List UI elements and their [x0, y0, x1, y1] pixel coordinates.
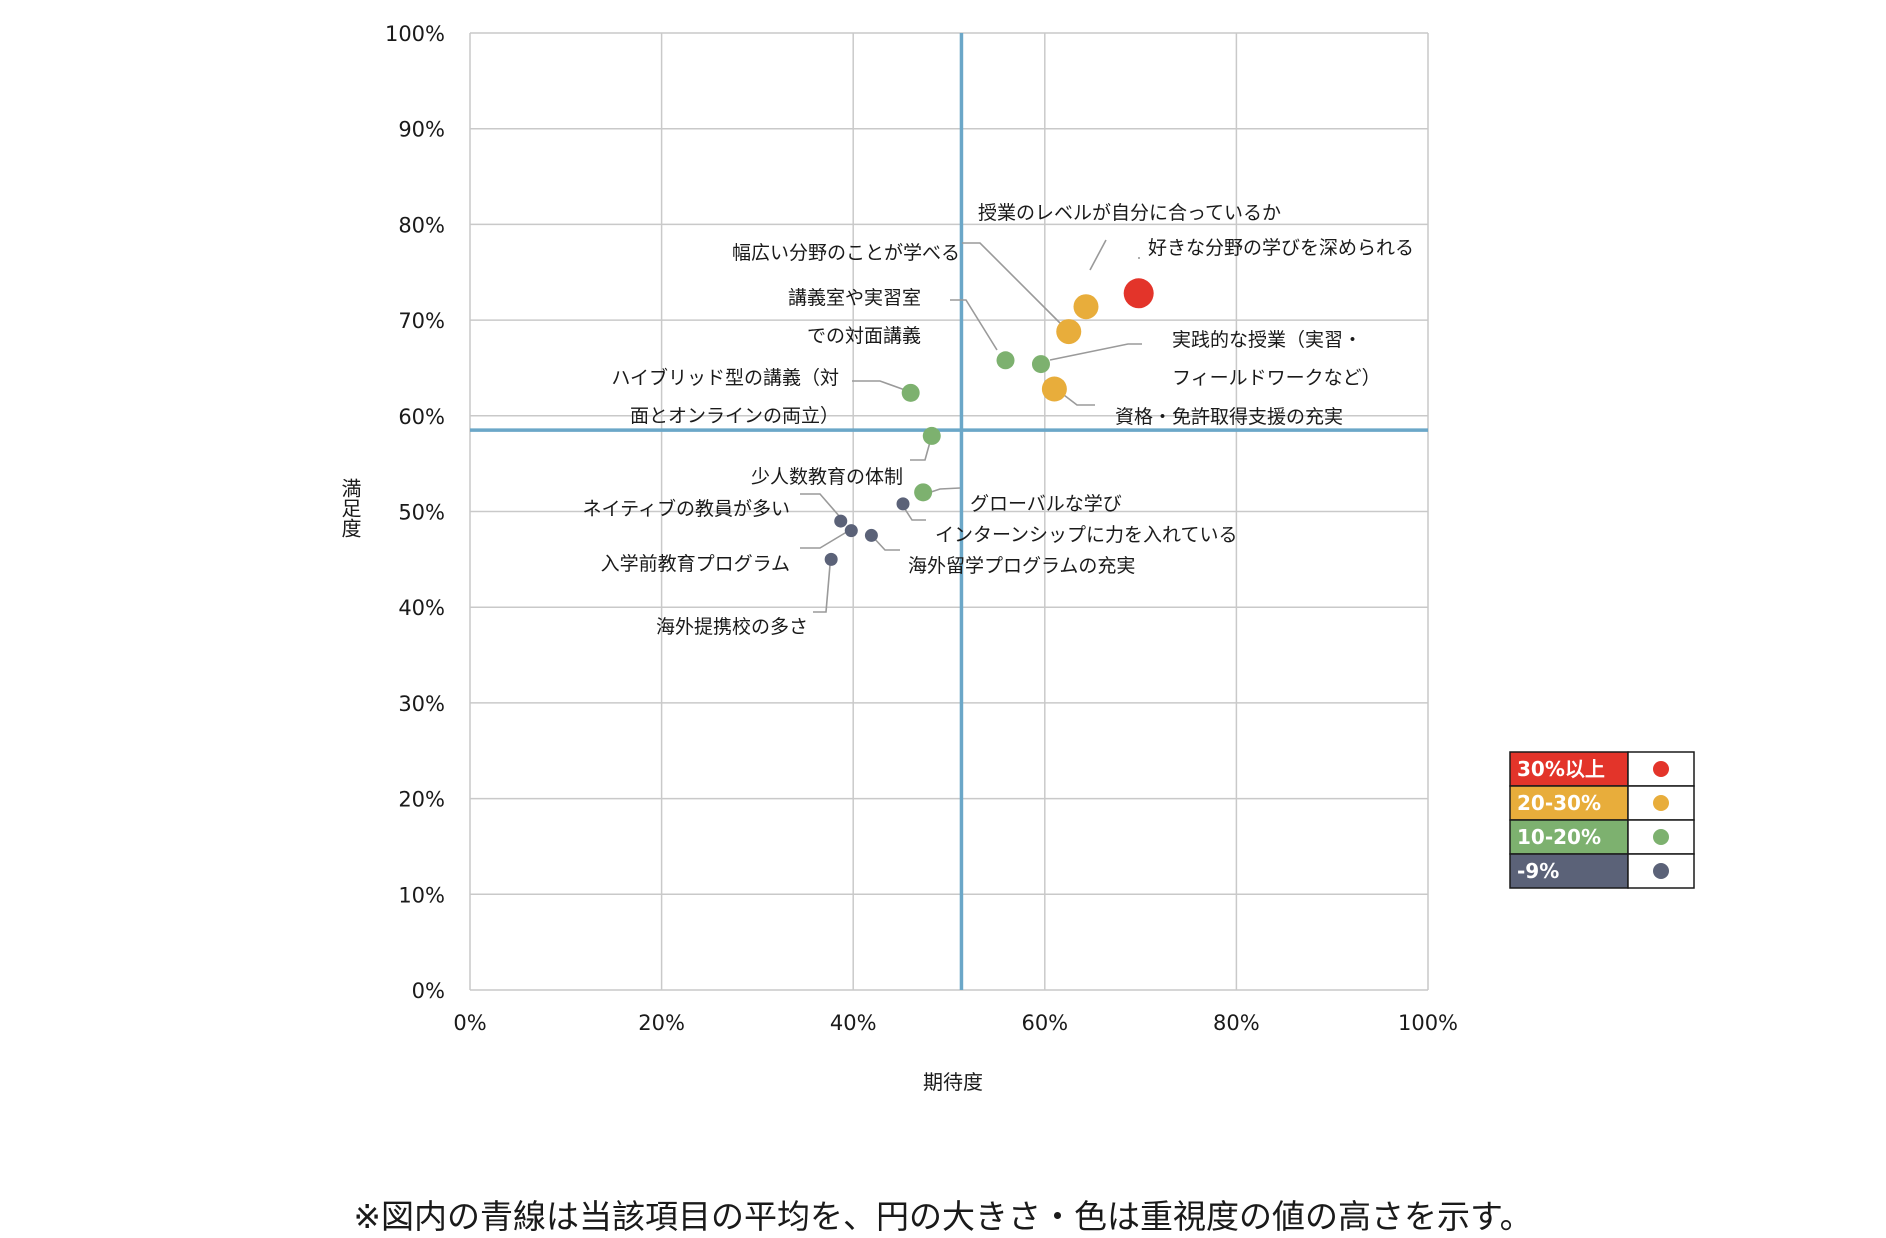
legend-marker [1653, 761, 1669, 777]
scatter-point [844, 524, 858, 538]
scatter-point [834, 514, 848, 528]
x-tick-label: 0% [453, 1011, 486, 1035]
point-label-line: 入学前教育プログラム [601, 553, 790, 575]
y-tick-label: 30% [398, 692, 445, 716]
point-label-line: 幅広い分野のことが学べる [732, 242, 960, 264]
legend-swatch [1509, 853, 1629, 889]
y-tick-label: 50% [398, 501, 445, 525]
point-label-line: ネイティブの教員が多い [583, 497, 790, 520]
leader-lines [800, 239, 1142, 613]
point-label: ハイブリッド型の講義（対面とオンラインの両立） [611, 366, 839, 427]
leader-line [800, 493, 841, 518]
scatter-point [864, 528, 878, 542]
leader-line [962, 242, 1061, 324]
leader-line [1059, 391, 1095, 406]
point-label-line: インターンシップに力を入れている [935, 524, 1237, 546]
x-tick-label: 80% [1213, 1011, 1260, 1035]
leader-line [927, 487, 961, 494]
leader-line [872, 536, 900, 551]
leader-line [950, 299, 998, 351]
point-label: 講義室や実習室での対面講義 [788, 287, 921, 347]
point-label: 少人数教育の体制 [751, 466, 903, 488]
scatter-point [901, 383, 920, 402]
x-tick-label: 20% [638, 1011, 685, 1035]
point-label-line: 実践的な授業（実習・ [1172, 329, 1362, 351]
point-label-line: ハイブリッド型の講義（対 [611, 366, 839, 389]
y-tick-label: 40% [398, 596, 445, 620]
y-tick-label: 70% [398, 309, 445, 333]
point-label-line: 面とオンラインの両立） [630, 405, 839, 427]
x-axis-title: 期待度 [923, 1070, 983, 1094]
y-tick-label: 20% [398, 788, 445, 812]
leader-line [910, 441, 931, 461]
scatter-point [1123, 278, 1154, 309]
point-label: 海外留学プログラムの充実 [908, 555, 1135, 577]
legend-label: 30%以上 [1517, 757, 1605, 781]
point-label-line: 好きな分野の学びを深められる [1148, 237, 1414, 259]
point-label-line: 講義室や実習室 [788, 287, 921, 309]
point-label: 授業のレベルが自分に合っているか [978, 202, 1281, 224]
scatter-point [1031, 355, 1050, 374]
point-label: 海外提携校の多さ [656, 616, 808, 638]
legend-marker [1653, 863, 1669, 879]
point-label: 幅広い分野のことが学べる [732, 242, 960, 264]
point-label-line: フィールドワークなど） [1172, 367, 1381, 389]
tick-labels: 0% 20% 40% 60% 80% 100% 0% 10% 20% 30% 40% 50% 60% 70… [385, 22, 1458, 1035]
legend: 30%以上 20-30% 10-20% -9% [1509, 751, 1695, 889]
legend-label: 10-20% [1517, 825, 1601, 849]
footnote: ※図内の青線は当該項目の平均を、円の大きさ・色は重視度の値の高さを示す。 [353, 1197, 1533, 1236]
leader-line [1089, 239, 1107, 271]
leader-line [1049, 343, 1142, 361]
scatter-point [896, 497, 910, 511]
x-tick-label: 40% [830, 1011, 877, 1035]
point-label: グローバルな学び [970, 493, 1122, 515]
leader-line [852, 380, 906, 391]
y-tick-label: 90% [398, 118, 445, 142]
leader-line [902, 505, 926, 521]
y-tick-label: 80% [398, 213, 445, 237]
scatter-point [996, 351, 1015, 370]
point-label: 資格・免許取得支援の充実 [1115, 406, 1343, 428]
point-label: インターンシップに力を入れている [935, 524, 1237, 546]
legend-marker [1653, 795, 1669, 811]
scatter-point [1041, 376, 1067, 402]
scatter-point [1056, 319, 1082, 345]
legend-label: -9% [1517, 859, 1559, 883]
scatter-point [824, 552, 838, 566]
scatter-point [914, 483, 933, 502]
y-tick-label: 60% [398, 405, 445, 429]
y-tick-label: 0% [412, 979, 445, 1003]
point-label-line: 少人数教育の体制 [751, 466, 903, 488]
point-label: 入学前教育プログラム [601, 553, 790, 575]
y-tick-label: 100% [385, 22, 445, 46]
y-axis-title: 満足度 [338, 478, 362, 538]
point-label-line: 海外留学プログラムの充実 [908, 555, 1135, 577]
x-tick-label: 60% [1021, 1011, 1068, 1035]
legend-label: 20-30% [1517, 791, 1601, 815]
grid [469, 32, 1429, 991]
x-tick-label: 100% [1398, 1011, 1458, 1035]
legend-marker [1653, 829, 1669, 845]
scatter-point [1073, 294, 1099, 320]
scatter-point [922, 426, 941, 445]
point-labels: 好きな分野の学びを深められる 授業のレベルが自分に合っているか幅広い分野のことが学… [583, 202, 1415, 638]
point-label: 実践的な授業（実習・フィールドワークなど） [1172, 329, 1381, 389]
point-label-line: 海外提携校の多さ [656, 616, 808, 638]
point-label: ネイティブの教員が多い [583, 497, 790, 520]
leader-line [800, 529, 851, 549]
point-label: 好きな分野の学びを深められる [1148, 237, 1414, 259]
point-label-line: 授業のレベルが自分に合っているか [978, 202, 1281, 224]
y-tick-label: 10% [398, 883, 445, 907]
point-label-line: 資格・免許取得支援の充実 [1115, 406, 1343, 428]
average-lines [470, 33, 1428, 990]
leader-line [813, 564, 831, 613]
legend-swatch [1509, 819, 1629, 855]
data-points [824, 278, 1154, 566]
point-label-line: グローバルな学び [970, 493, 1122, 515]
point-label-line: での対面講義 [807, 325, 921, 347]
